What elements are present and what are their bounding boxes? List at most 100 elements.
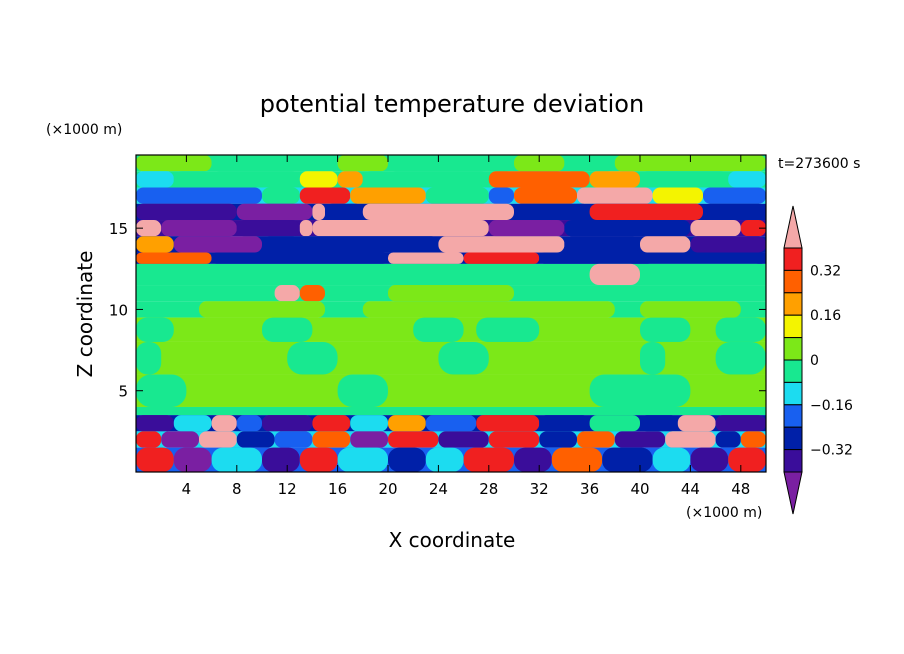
contour-patch-10-3 <box>476 317 540 342</box>
contour-patch-1-3 <box>337 171 363 188</box>
colorbar-segment <box>783 292 803 316</box>
contour-patch-15-4 <box>274 431 313 448</box>
contour-patch-7-1 <box>640 263 766 286</box>
y-tick-label: 10 <box>109 301 128 319</box>
x-tick-label: 32 <box>530 480 549 498</box>
contour-patch-3-4 <box>362 203 514 221</box>
contour-patch-15-11 <box>577 431 615 448</box>
contour-patch-10-5 <box>715 317 766 342</box>
contour-patch-14-14 <box>715 415 766 432</box>
contour-patch-16-10 <box>551 447 603 472</box>
contour-patch-3-5 <box>514 203 590 221</box>
x-tick-label: 16 <box>328 480 347 498</box>
contour-patch-2-9 <box>703 187 766 204</box>
x-axis: 4 8 12 16 20 24 28 32 36 40 44 48 <box>182 155 750 498</box>
contour-patch-16-8 <box>463 447 514 472</box>
contour-patch-14-12 <box>640 415 678 432</box>
contour-patch-15-5 <box>312 431 351 448</box>
x-tick-label: 8 <box>232 480 242 498</box>
contour-patch-16-6 <box>388 447 426 472</box>
contour-patch-2-2 <box>299 187 351 204</box>
contour-patch-14-3 <box>236 415 262 432</box>
contour-patch-2-3 <box>350 187 426 204</box>
x-tick-label: 20 <box>378 480 397 498</box>
contour-patch-1-0 <box>136 171 174 188</box>
y-axis-label: Z coordinate <box>73 251 97 378</box>
contour-patch-2-5 <box>488 187 514 204</box>
colorbar-segment <box>783 314 803 339</box>
contour-patch-15-8 <box>438 431 489 448</box>
y-unit-label: (×1000 m) <box>46 122 122 138</box>
contour-band-13 <box>136 406 766 416</box>
contour-patch-16-0 <box>136 447 174 472</box>
contour-patch-16-13 <box>690 447 729 472</box>
contour-patch-5-2 <box>262 236 439 253</box>
contour-patch-12-0 <box>136 374 187 407</box>
contour-patch-14-8 <box>425 415 477 432</box>
contour-patch-16-12 <box>652 447 691 472</box>
contour-patch-2-6 <box>514 187 577 204</box>
contour-patch-1-4 <box>362 171 489 188</box>
contour-patch-4-5 <box>488 220 565 237</box>
contour-patch-6-2 <box>388 252 464 264</box>
contour-patch-0-1 <box>211 155 338 172</box>
contour-patch-4-3 <box>299 220 313 237</box>
contour-patch-14-7 <box>388 415 426 432</box>
colorbar-segment <box>783 269 803 294</box>
contour-patch-16-2 <box>211 447 262 472</box>
contour-patch-14-9 <box>476 415 540 432</box>
contour-patch-0-5 <box>564 155 615 172</box>
contour-patch-11-1 <box>287 341 338 375</box>
contour-patch-15-1 <box>161 431 199 448</box>
contour-patch-4-6 <box>564 220 691 237</box>
contour-patch-14-5 <box>312 415 351 432</box>
contour-patch-3-7 <box>703 203 766 221</box>
contour-patch-9-0 <box>199 301 325 318</box>
contour-patch-8-2 <box>388 285 514 302</box>
contour-patch-2-7 <box>577 187 653 204</box>
contour-patch-0-2 <box>337 155 388 172</box>
x-tick-label: 44 <box>681 480 700 498</box>
x-tick-label: 4 <box>182 480 192 498</box>
contour-patch-6-0 <box>136 252 212 264</box>
contour-patch-8-1 <box>299 285 325 302</box>
contour-patch-4-1 <box>161 220 237 237</box>
contour-patch-15-13 <box>665 431 716 448</box>
contour-patch-15-2 <box>199 431 237 448</box>
y-axis: 5 10 15 <box>109 220 766 401</box>
contour-patch-1-8 <box>728 171 766 188</box>
contour-patch-15-15 <box>740 431 766 448</box>
contour-patch-6-3 <box>463 252 540 264</box>
contour-patch-14-1 <box>173 415 212 432</box>
contour-patch-8-0 <box>274 285 300 302</box>
contour-patch-16-7 <box>425 447 464 472</box>
plot-frame <box>135 154 767 473</box>
contour-patch-15-14 <box>715 431 741 448</box>
colorbar-segment <box>783 449 803 473</box>
contour-patch-14-4 <box>262 415 313 432</box>
contour-patch-1-5 <box>488 171 590 188</box>
contour-patch-5-6 <box>690 236 766 253</box>
contour-patch-6-4 <box>539 252 766 264</box>
x-tick-label: 12 <box>278 480 297 498</box>
contour-patch-4-8 <box>740 220 766 237</box>
colorbar-segment <box>783 337 803 361</box>
colorbar-label: 0 <box>810 353 819 369</box>
x-unit-label: (×1000 m) <box>686 505 762 521</box>
colorbar-label: −0.32 <box>810 443 853 459</box>
contour-patch-10-4 <box>640 317 691 342</box>
contour-patch-15-6 <box>350 431 388 448</box>
colorbar-label: 0.32 <box>810 263 841 279</box>
contour-patch-3-0 <box>136 203 237 221</box>
contour-patch-1-7 <box>640 171 729 188</box>
contour-patch-12-1 <box>337 374 388 407</box>
contour-patch-5-3 <box>438 236 565 253</box>
contour-patch-3-3 <box>325 203 363 221</box>
contour-patch-16-14 <box>728 447 766 472</box>
contour-patch-10-0 <box>136 317 174 342</box>
contour-patch-10-2 <box>413 317 464 342</box>
contour-patch-11-0 <box>136 341 162 375</box>
contour-patch-2-4 <box>425 187 489 204</box>
contour-patch-14-2 <box>211 415 237 432</box>
colorbar-extend-top <box>783 205 803 249</box>
